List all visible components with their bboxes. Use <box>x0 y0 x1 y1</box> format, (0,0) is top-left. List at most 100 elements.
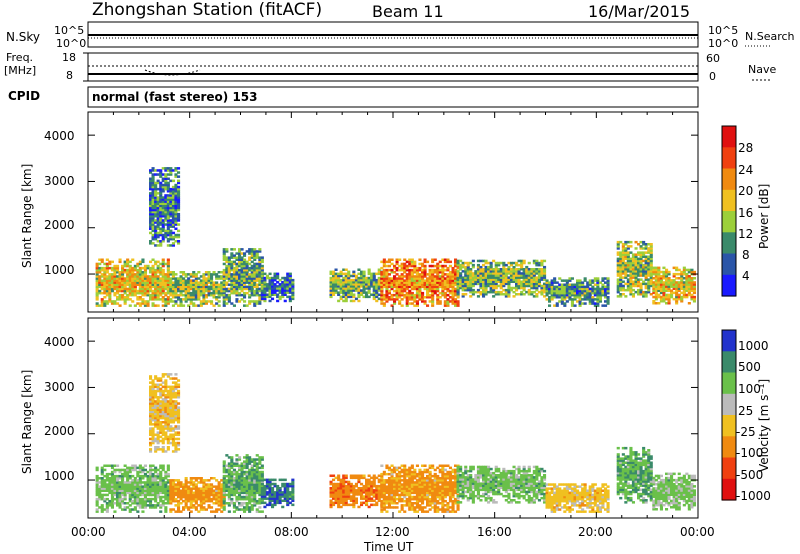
echo-cell <box>487 261 491 265</box>
echo-cell <box>413 296 417 299</box>
echo-cell <box>154 260 158 264</box>
echo-cell <box>390 268 394 272</box>
echo-cell <box>377 278 381 282</box>
echo-cell <box>393 281 397 284</box>
echo-cell <box>197 489 201 492</box>
echo-cell <box>665 295 669 299</box>
echo-cell <box>174 510 178 513</box>
echo-cell <box>235 283 239 286</box>
echo-cell <box>286 283 290 286</box>
echo-cell <box>271 283 275 286</box>
echo-cell <box>258 296 262 299</box>
echo-cell <box>225 289 229 293</box>
echo-cell <box>171 508 175 511</box>
echo-cell <box>174 483 178 486</box>
echo-cell <box>154 235 158 239</box>
echo-cell <box>362 270 366 274</box>
echo-cell <box>255 256 259 259</box>
echo-cell <box>123 483 127 486</box>
echo-cell <box>535 278 539 281</box>
echo-cell <box>273 287 277 290</box>
echo-cell <box>548 300 552 303</box>
echo-cell <box>189 504 193 507</box>
echo-cell <box>235 298 239 301</box>
echo-cell <box>403 262 407 266</box>
echo-cell <box>347 493 351 496</box>
echo-cell <box>626 261 630 265</box>
echo-cell <box>263 281 267 284</box>
echo-cell <box>637 253 641 256</box>
echo-cell <box>133 277 137 280</box>
echo-cell <box>108 483 112 486</box>
echo-cell <box>502 272 506 275</box>
echo-cell <box>558 287 562 291</box>
echo-cell <box>189 281 193 284</box>
echo-cell <box>149 481 153 484</box>
echo-cell <box>113 291 117 295</box>
echo-cell <box>342 503 346 507</box>
echo-cell <box>154 210 158 214</box>
echo-cell <box>126 487 130 490</box>
echo-cell <box>116 271 120 274</box>
echo-cell <box>217 487 221 490</box>
echo-cell <box>204 487 208 490</box>
echo-cell <box>332 291 336 294</box>
echo-cell <box>352 281 356 284</box>
echo-cell <box>159 279 163 282</box>
echo-cell <box>103 485 107 488</box>
echo-cell <box>238 256 242 259</box>
echo-cell <box>260 295 264 299</box>
echo-cell <box>263 278 267 282</box>
echo-cell <box>662 277 666 280</box>
echo-cell <box>118 491 122 495</box>
echo-cell <box>174 227 178 230</box>
echo-cell <box>197 271 201 274</box>
echo-cell <box>596 291 600 295</box>
echo-cell <box>520 263 524 267</box>
echo-cell <box>174 187 178 191</box>
echo-cell <box>232 271 236 274</box>
echo-cell <box>255 489 259 492</box>
echo-cell <box>543 290 547 294</box>
echo-cell <box>492 280 496 283</box>
echo-cell <box>199 300 203 303</box>
echo-cell <box>504 274 508 277</box>
echo-cell <box>174 194 178 197</box>
echo-cell <box>212 283 216 286</box>
echo-cell <box>123 281 127 284</box>
echo-cell <box>642 253 646 256</box>
echo-cell <box>166 266 170 270</box>
echo-cell <box>222 296 226 299</box>
echo-cell <box>225 271 229 274</box>
echo-cell <box>339 281 343 284</box>
echo-cell <box>347 289 351 292</box>
echo-cell <box>499 270 503 273</box>
echo-cell <box>352 274 356 278</box>
echo-cell <box>456 266 460 270</box>
echo-cell <box>238 291 242 295</box>
echo-cell <box>570 285 574 289</box>
echo-cell <box>204 281 208 284</box>
echo-cell <box>492 274 496 277</box>
echo-cell <box>593 302 597 305</box>
echo-cell <box>187 298 191 301</box>
echo-cell <box>159 472 163 476</box>
echo-cell <box>161 185 165 189</box>
echo-cell <box>578 293 582 297</box>
echo-cell <box>281 283 285 286</box>
echo-cell <box>159 240 163 243</box>
echo-cell <box>215 502 219 505</box>
echo-cell <box>408 260 412 264</box>
echo-cell <box>138 491 142 495</box>
echo-cell <box>286 491 290 494</box>
echo-cell <box>415 293 419 297</box>
echo-cell <box>255 293 259 297</box>
echo-cell <box>138 277 142 280</box>
echo-cell <box>586 291 590 295</box>
echo-cell <box>156 275 160 278</box>
echo-cell <box>581 283 585 286</box>
echo-cell <box>126 477 130 480</box>
echo-cell <box>230 254 234 257</box>
echo-cell <box>217 508 221 511</box>
echo-cell <box>169 289 173 293</box>
